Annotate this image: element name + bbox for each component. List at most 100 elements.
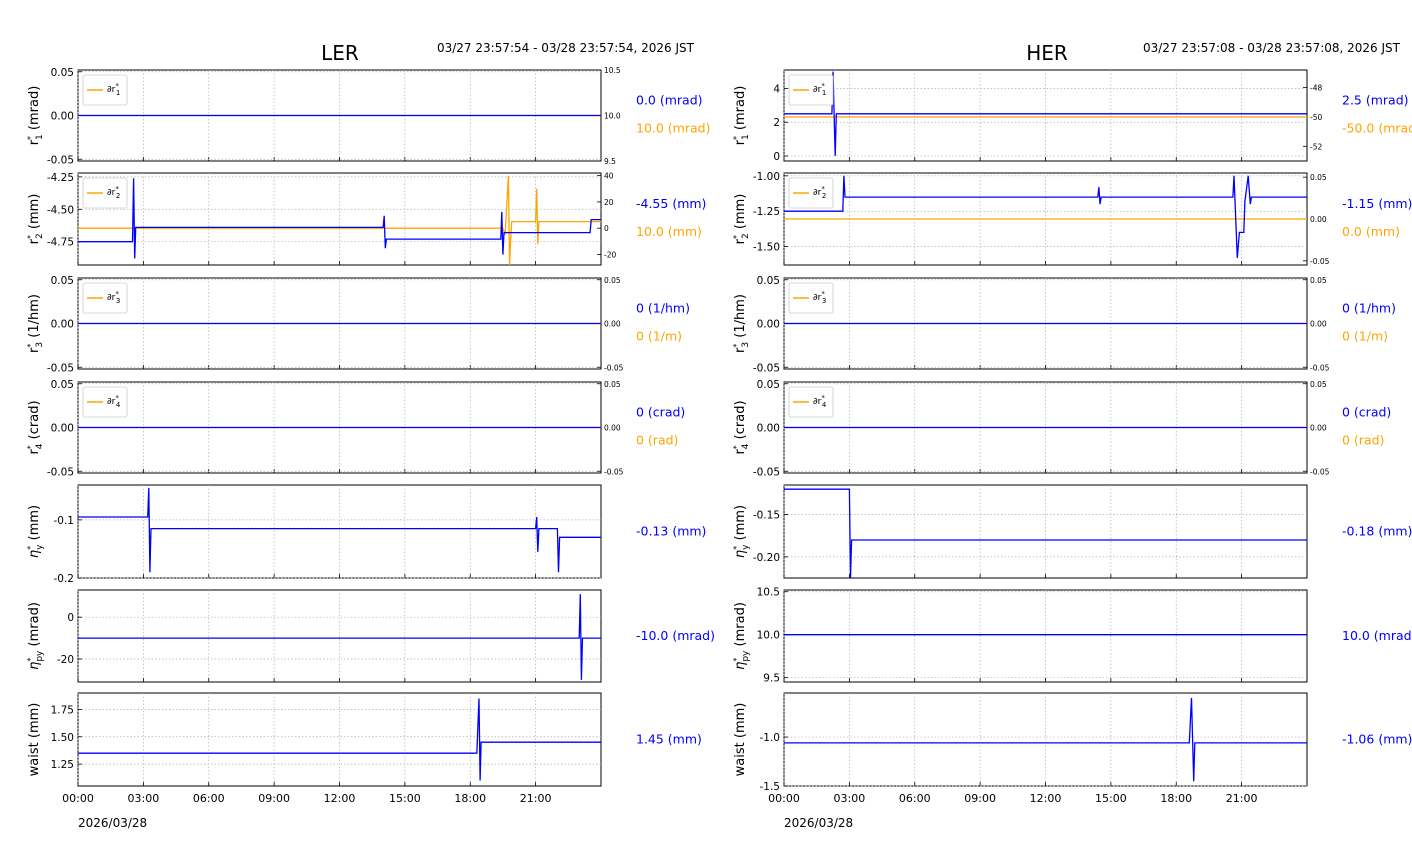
her-eta-py-ytick-label: 10.5 bbox=[757, 587, 780, 599]
ler-r3-y2tick-label: 0.05 bbox=[604, 276, 621, 285]
ler-title: LER bbox=[321, 41, 359, 65]
ler-eta-y-ytick-label: -0.1 bbox=[54, 515, 75, 527]
her-r3-panel: -0.05 0.00 0.05 -0.05 0.00 0.05 ∂r* 3 r*3 (1/hm)… bbox=[732, 275, 1396, 375]
her-waist-ylabel: waist (mm) bbox=[733, 703, 748, 777]
her-r2-y2tick-label: -0.05 bbox=[1310, 257, 1330, 266]
her-r2-ytick-label: -1.25 bbox=[753, 206, 780, 218]
her-r4-y2tick-label: 0.05 bbox=[1310, 380, 1327, 389]
her-waist-ytick-label: -1.5 bbox=[760, 781, 781, 793]
her-eta-py-value-blue: 10.0 (mrad) bbox=[1342, 628, 1412, 643]
ler-eta-y-series-blue bbox=[78, 487, 601, 573]
ler-r4-y2tick-label: 0.00 bbox=[604, 424, 621, 433]
her-r2-legend-label: ∂r* 2 bbox=[813, 185, 826, 200]
ler-eta-py-ylabel: η*py (mrad) bbox=[26, 602, 45, 670]
her-r1-y2tick-label: -50 bbox=[1310, 113, 1322, 122]
her-r3-y2tick-label: 0.00 bbox=[1310, 320, 1327, 329]
her-r4-legend-box bbox=[788, 386, 834, 418]
x-tick-label: 15:00 bbox=[1095, 792, 1127, 805]
ler-eta-y-ylabel: η*y (mm) bbox=[26, 505, 45, 558]
ler-r1-y2tick-label: 9.5 bbox=[604, 157, 616, 166]
ler-r2-ytick-label: -4.50 bbox=[47, 204, 74, 216]
her-r1-legend-label: ∂r* 1 bbox=[813, 82, 826, 97]
ler-r3-value-blue: 0 (1/hm) bbox=[636, 301, 690, 316]
her-r4-legend-label: ∂r* 4 bbox=[813, 394, 827, 409]
her-r3-y2tick-label: 0.05 bbox=[1310, 276, 1327, 285]
x-tick-label: 03:00 bbox=[128, 792, 160, 805]
her-r4-value-blue: 0 (crad) bbox=[1342, 405, 1391, 420]
ler-r2-value-orange: 10.0 (mm) bbox=[636, 224, 702, 239]
ler-eta-y-ytick-label: -0.2 bbox=[54, 573, 75, 585]
ler-time-range: 03/27 23:57:54 - 03/28 23:57:54, 2026 JS… bbox=[437, 41, 695, 55]
her-waist-value-blue: -1.06 (mm) bbox=[1342, 732, 1412, 747]
ler-date-label: 2026/03/28 bbox=[78, 816, 147, 830]
her-eta-py-ytick-label: 10.0 bbox=[757, 630, 780, 642]
ler-r2-y2tick-label: 40 bbox=[604, 172, 614, 181]
her-r2-ytick-label: -1.50 bbox=[753, 242, 780, 254]
her-r3-legend-box bbox=[788, 282, 834, 314]
ler-eta-py-series-blue bbox=[78, 594, 601, 680]
her-r2-series-blue bbox=[784, 175, 1307, 258]
her-eta-py-ylabel: η*py (mrad) bbox=[732, 602, 751, 670]
x-tick-label: 18:00 bbox=[454, 792, 486, 805]
ler-waist-ytick-label: 1.25 bbox=[51, 759, 74, 771]
ler-r4-value-blue: 0 (crad) bbox=[636, 405, 685, 420]
ler-r1-ytick-label: 0.00 bbox=[51, 111, 74, 123]
her-r2-y2tick-label: 0.05 bbox=[1310, 173, 1327, 182]
her-r3-value-blue: 0 (1/hm) bbox=[1342, 301, 1396, 316]
ler-waist-ytick-label: 1.50 bbox=[51, 732, 74, 744]
ler-eta-y-value-blue: -0.13 (mm) bbox=[636, 524, 706, 539]
ler-r2-legend-label: ∂r* 2 bbox=[107, 185, 120, 200]
her-r4-y2tick-label: -0.05 bbox=[1310, 467, 1330, 476]
ler-r1-value-blue: 0.0 (mrad) bbox=[636, 93, 703, 108]
her-r4-ytick-label: -0.05 bbox=[753, 466, 780, 478]
ler-r1-ylabel: r*1 (mrad) bbox=[26, 86, 45, 146]
ler-r3-ytick-label: -0.05 bbox=[47, 362, 74, 374]
ler-r1-panel: -0.05 0.00 0.05 9.5 10.0 10.5 ∂r* 1 r*1 (mrad) 0.… bbox=[26, 66, 710, 166]
x-tick-label: 12:00 bbox=[1030, 792, 1062, 805]
ler-r1-value-orange: 10.0 (mrad) bbox=[636, 121, 710, 136]
her-eta-y-ytick-label: -0.20 bbox=[753, 552, 780, 564]
ler-eta-py-panel: -20 0 η*py (mrad) -10.0 (mrad) bbox=[26, 589, 715, 683]
her-eta-y-value-blue: -0.18 (mm) bbox=[1342, 524, 1412, 539]
ler-r2-ylabel: r*2 (mm) bbox=[26, 194, 45, 245]
her-eta-py-panel: 9.5 10.0 10.5 η*py (mrad) 10.0 (mrad) bbox=[732, 587, 1412, 685]
her-r4-ytick-label: 0.00 bbox=[757, 423, 780, 435]
ler-waist-panel: 00:00 03:00 06:00 09:00 12:00 15:00 18:00 21:00… bbox=[27, 692, 702, 805]
her-r1-ytick-label: 0 bbox=[773, 151, 780, 163]
her-r1-value-blue: 2.5 (mrad) bbox=[1342, 93, 1409, 108]
ler-r2-y2tick-label: 0 bbox=[604, 224, 609, 233]
ler-r2-value-blue: -4.55 (mm) bbox=[636, 196, 706, 211]
ler-r4-legend-label: ∂r* 4 bbox=[107, 394, 121, 409]
x-tick-label: 06:00 bbox=[899, 792, 931, 805]
ler-waist-series-blue bbox=[78, 698, 601, 781]
ler-r3-panel: -0.05 0.00 0.05 -0.05 0.00 0.05 ∂r* 3 r*3 (1/hm)… bbox=[26, 275, 690, 375]
ler-r3-legend-label: ∂r* 3 bbox=[107, 290, 120, 305]
ler-waist-ylabel: waist (mm) bbox=[27, 703, 42, 777]
ler-r3-y2tick-label: 0.00 bbox=[604, 320, 621, 329]
her-r2-panel: -1.50 -1.25 -1.00 -0.05 0.00 0.05 ∂r* 2 r*2 (mm)… bbox=[732, 171, 1412, 266]
her-r4-ylabel: r*4 (crad) bbox=[732, 400, 751, 454]
ler-r3-ytick-label: 0.05 bbox=[51, 275, 74, 287]
her-r1-y2tick-label: -52 bbox=[1310, 142, 1322, 151]
her-eta-y-ytick-label: -0.15 bbox=[753, 510, 780, 522]
x-tick-label: 09:00 bbox=[964, 792, 996, 805]
her-r2-ylabel: r*2 (mm) bbox=[732, 194, 751, 245]
her-r2-value-orange: 0.0 (mm) bbox=[1342, 224, 1400, 239]
ler-r1-ytick-label: -0.05 bbox=[47, 154, 74, 166]
ler-r4-y2tick-label: 0.05 bbox=[604, 380, 621, 389]
her-r3-value-orange: 0 (1/m) bbox=[1342, 329, 1388, 344]
x-tick-label: 12:00 bbox=[324, 792, 356, 805]
ler-r3-ylabel: r*3 (1/hm) bbox=[26, 294, 45, 353]
ler-eta-py-ytick-label: 0 bbox=[67, 612, 74, 624]
her-r2-value-blue: -1.15 (mm) bbox=[1342, 196, 1412, 211]
x-tick-label: 03:00 bbox=[834, 792, 866, 805]
x-tick-label: 00:00 bbox=[768, 792, 800, 805]
her-r3-ytick-label: -0.05 bbox=[753, 362, 780, 374]
ler-r2-panel: -4.75 -4.50 -4.25 -20 0 20 40 ∂r* 2 r*2 (mm) -4.55… bbox=[26, 172, 706, 266]
ler-eta-py-ytick-label: -20 bbox=[57, 654, 74, 666]
ler-r3-ytick-label: 0.00 bbox=[51, 319, 74, 331]
her-waist-series-blue bbox=[784, 697, 1307, 782]
ler-r2-legend-box bbox=[82, 177, 128, 209]
her-waist-ytick-label: -1.0 bbox=[760, 732, 781, 744]
